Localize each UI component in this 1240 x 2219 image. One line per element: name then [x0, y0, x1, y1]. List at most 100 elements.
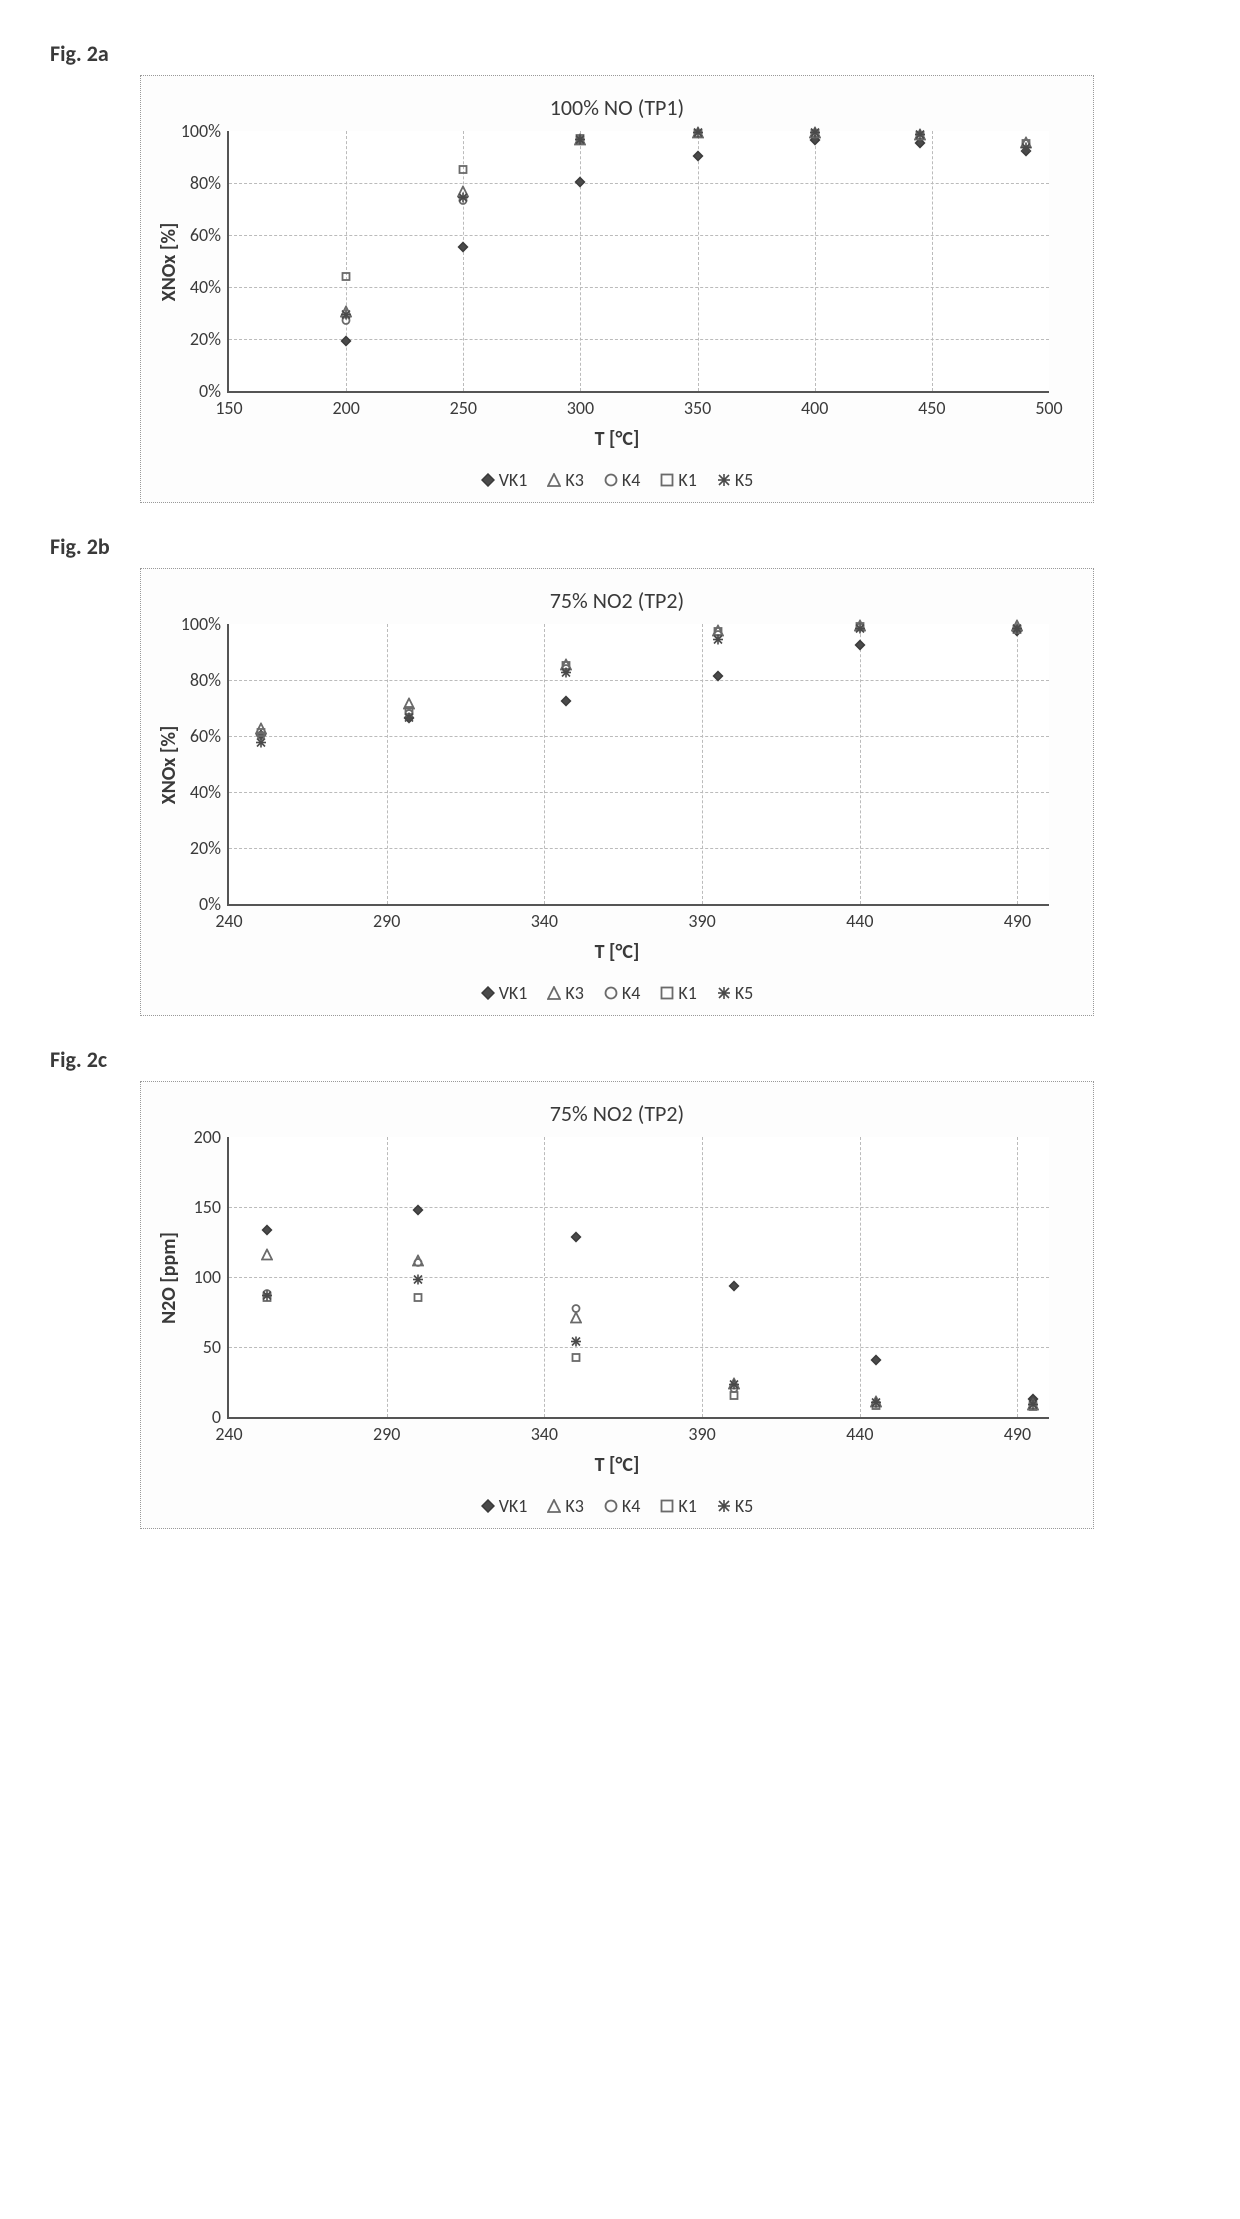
legend-item-VK1: VK1 [481, 1495, 528, 1517]
chart-panel-fig2c: 75% NO2 (TP2) N2O [ppm] 050100150200 240… [140, 1081, 1094, 1529]
y-tick-label: 0% [169, 380, 221, 402]
data-point-K5 [1011, 620, 1023, 639]
data-point-K5 [340, 306, 352, 325]
data-point-VK1 [692, 148, 703, 167]
x-tick-label: 150 [215, 397, 242, 419]
chart-panel-fig2a: 100% NO (TP1) XNOx [%] 0%20%40%60%80%100… [140, 75, 1094, 503]
data-point-K4 [571, 1300, 581, 1319]
legend: VK1 K3 K4 K1 K5 [157, 982, 1077, 1005]
y-tick-label: 60% [169, 224, 221, 246]
data-point-K5 [809, 124, 821, 143]
data-point-K5 [712, 631, 724, 650]
data-point-VK1 [575, 174, 586, 193]
y-tick-label: 0 [169, 1406, 221, 1428]
data-point-K5 [560, 665, 572, 684]
x-tick-label: 390 [688, 1423, 715, 1445]
x-tick-label: 400 [801, 397, 828, 419]
legend-item-K4: K4 [604, 1495, 640, 1517]
y-tick-label: 50 [169, 1336, 221, 1358]
x-tick-label: 240 [215, 910, 242, 932]
legend-item-K5: K5 [717, 1495, 753, 1517]
plot-area: 0%20%40%60%80%100% 150200250300350400450… [227, 131, 1049, 393]
y-tick-label: 0% [169, 893, 221, 915]
plot-area: 050100150200 240290340390440490 [227, 1137, 1049, 1419]
data-point-K5 [403, 710, 415, 729]
x-tick-label: 440 [846, 910, 873, 932]
data-point-K5 [1027, 1396, 1039, 1415]
x-tick-label: 440 [846, 1423, 873, 1445]
legend-label: K5 [735, 982, 753, 1004]
plot-area: 0%20%40%60%80%100% 240290340390440490 [227, 624, 1049, 906]
data-point-VK1 [870, 1352, 881, 1371]
x-axis-label: T [°C] [157, 940, 1077, 964]
data-point-K5 [574, 132, 586, 151]
data-point-VK1 [341, 332, 352, 351]
legend-label: VK1 [499, 982, 528, 1004]
legend-item-K3: K3 [547, 469, 583, 491]
x-tick-label: 290 [373, 1423, 400, 1445]
data-point-K3 [261, 1247, 273, 1266]
x-tick-label: 290 [373, 910, 400, 932]
data-point-VK1 [261, 1221, 272, 1240]
data-point-VK1 [561, 693, 572, 712]
x-tick-label: 340 [531, 910, 558, 932]
legend: VK1 K3 K4 K1 K5 [157, 1495, 1077, 1518]
data-point-VK1 [728, 1277, 739, 1296]
data-point-K5 [255, 735, 267, 754]
page-root: Fig. 2a 100% NO (TP1) XNOx [%] 0%20%40%6… [50, 40, 1190, 1529]
y-tick-label: 200 [169, 1126, 221, 1148]
y-tick-label: 100% [169, 120, 221, 142]
x-tick-label: 490 [1004, 1423, 1031, 1445]
chart-panel-fig2b: 75% NO2 (TP2) XNOx [%] 0%20%40%60%80%100… [140, 568, 1094, 1016]
x-tick-label: 300 [567, 397, 594, 419]
data-point-K5 [412, 1272, 424, 1291]
data-point-K5 [261, 1287, 273, 1306]
legend-item-VK1: VK1 [481, 469, 528, 491]
legend-label: K4 [622, 469, 640, 491]
y-tick-label: 40% [169, 781, 221, 803]
chart-title: 75% NO2 (TP2) [157, 1100, 1077, 1127]
y-tick-label: 150 [169, 1196, 221, 1218]
legend-label: K3 [565, 982, 583, 1004]
y-tick-label: 80% [169, 669, 221, 691]
data-point-VK1 [854, 637, 865, 656]
data-point-K1 [413, 1289, 423, 1308]
data-point-K5 [570, 1333, 582, 1352]
data-point-K5 [914, 127, 926, 146]
y-tick-label: 20% [169, 837, 221, 859]
legend-item-K1: K1 [660, 469, 696, 491]
legend-label: VK1 [499, 1495, 528, 1517]
legend-label: K5 [735, 469, 753, 491]
x-tick-label: 340 [531, 1423, 558, 1445]
legend-label: K1 [678, 1495, 696, 1517]
x-tick-label: 450 [918, 397, 945, 419]
legend-label: K4 [622, 1495, 640, 1517]
x-tick-label: 240 [215, 1423, 242, 1445]
data-point-K1 [341, 267, 351, 286]
chart-title: 100% NO (TP1) [157, 94, 1077, 121]
data-point-K5 [1020, 140, 1032, 159]
chart-title: 75% NO2 (TP2) [157, 587, 1077, 614]
y-tick-label: 80% [169, 172, 221, 194]
legend-item-K1: K1 [660, 982, 696, 1004]
legend-item-K5: K5 [717, 982, 753, 1004]
data-point-VK1 [458, 239, 469, 258]
x-tick-label: 500 [1035, 397, 1062, 419]
figure-label: Fig. 2a [50, 40, 1190, 67]
legend-label: K3 [565, 469, 583, 491]
legend-label: K1 [678, 982, 696, 1004]
x-tick-label: 490 [1004, 910, 1031, 932]
legend-item-K3: K3 [547, 982, 583, 1004]
x-tick-label: 390 [688, 910, 715, 932]
legend-item-K4: K4 [604, 982, 640, 1004]
y-tick-label: 60% [169, 725, 221, 747]
legend-label: K1 [678, 469, 696, 491]
legend-label: VK1 [499, 469, 528, 491]
legend-item-K3: K3 [547, 1495, 583, 1517]
legend-item-K4: K4 [604, 469, 640, 491]
data-point-K5 [728, 1377, 740, 1396]
x-tick-label: 200 [332, 397, 359, 419]
figure-label: Fig. 2b [50, 533, 1190, 560]
data-point-VK1 [413, 1202, 424, 1221]
data-point-K5 [870, 1395, 882, 1414]
